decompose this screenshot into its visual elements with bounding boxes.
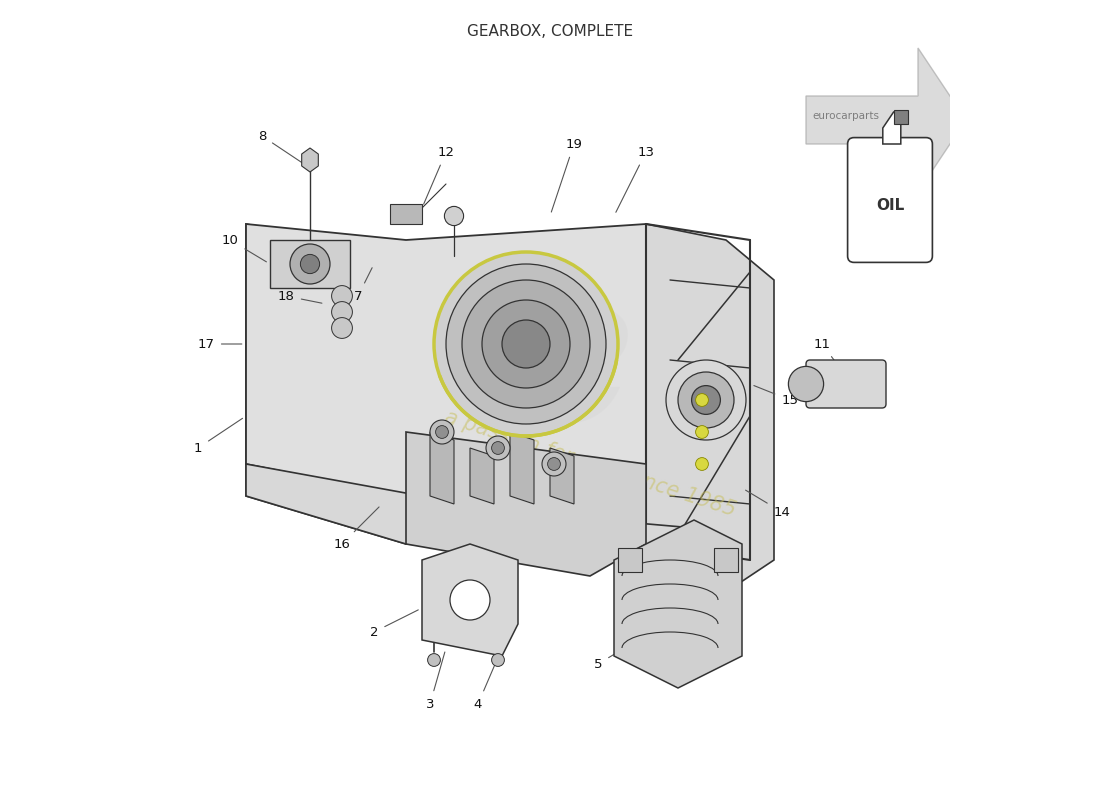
Circle shape: [300, 254, 320, 274]
Circle shape: [446, 264, 606, 424]
Circle shape: [450, 580, 490, 620]
Polygon shape: [301, 148, 318, 172]
Text: 17: 17: [198, 338, 242, 350]
Polygon shape: [430, 432, 454, 504]
Text: 1: 1: [194, 418, 242, 454]
Text: 5: 5: [594, 642, 635, 670]
Circle shape: [492, 442, 505, 454]
Circle shape: [492, 654, 505, 666]
Polygon shape: [422, 544, 518, 656]
Circle shape: [548, 458, 560, 470]
Circle shape: [789, 366, 824, 402]
Circle shape: [695, 458, 708, 470]
Circle shape: [486, 436, 510, 460]
Circle shape: [430, 420, 454, 444]
Text: OIL: OIL: [876, 198, 904, 213]
Circle shape: [695, 394, 708, 406]
Polygon shape: [246, 224, 406, 544]
Circle shape: [482, 300, 570, 388]
Text: 15: 15: [754, 386, 799, 406]
Text: 7: 7: [354, 268, 372, 302]
Circle shape: [331, 318, 352, 338]
Text: GEARBOX, COMPLETE: GEARBOX, COMPLETE: [466, 25, 634, 39]
Circle shape: [290, 244, 330, 284]
Circle shape: [462, 280, 590, 408]
Circle shape: [695, 426, 708, 438]
FancyBboxPatch shape: [806, 360, 886, 408]
Text: 2: 2: [370, 610, 418, 638]
Text: 4: 4: [474, 652, 500, 710]
Text: 16: 16: [333, 507, 380, 550]
Text: eurocarparts: eurocarparts: [813, 111, 880, 121]
Bar: [390, 204, 422, 224]
Circle shape: [692, 386, 720, 414]
Text: 6: 6: [712, 548, 730, 590]
Text: 14: 14: [746, 490, 791, 518]
Polygon shape: [510, 432, 534, 504]
Circle shape: [434, 252, 618, 436]
Circle shape: [436, 426, 449, 438]
Text: 19: 19: [551, 138, 582, 212]
Polygon shape: [246, 224, 710, 528]
Text: 3: 3: [426, 652, 444, 710]
Bar: [618, 548, 642, 572]
Polygon shape: [406, 432, 646, 576]
Polygon shape: [883, 112, 908, 144]
Bar: [714, 548, 738, 572]
Circle shape: [331, 286, 352, 306]
Polygon shape: [646, 224, 774, 592]
Text: 12: 12: [424, 146, 454, 204]
Circle shape: [678, 372, 734, 428]
Circle shape: [444, 206, 463, 226]
Polygon shape: [246, 464, 694, 560]
Circle shape: [666, 360, 746, 440]
Text: 8: 8: [257, 130, 307, 166]
Polygon shape: [550, 448, 574, 504]
Text: 13: 13: [616, 146, 654, 212]
Text: 11: 11: [814, 338, 844, 373]
Polygon shape: [614, 520, 742, 688]
Text: e: e: [495, 252, 637, 468]
Polygon shape: [806, 48, 966, 192]
Bar: [893, 110, 907, 124]
Text: 10: 10: [221, 234, 266, 262]
Text: 18: 18: [277, 290, 322, 303]
FancyBboxPatch shape: [848, 138, 933, 262]
Circle shape: [502, 320, 550, 368]
Text: 20: 20: [895, 138, 926, 196]
Circle shape: [331, 302, 352, 322]
Circle shape: [428, 654, 440, 666]
Text: a passion for cars since 1985: a passion for cars since 1985: [442, 407, 738, 521]
Polygon shape: [470, 448, 494, 504]
Circle shape: [542, 452, 566, 476]
Bar: [270, 240, 350, 288]
